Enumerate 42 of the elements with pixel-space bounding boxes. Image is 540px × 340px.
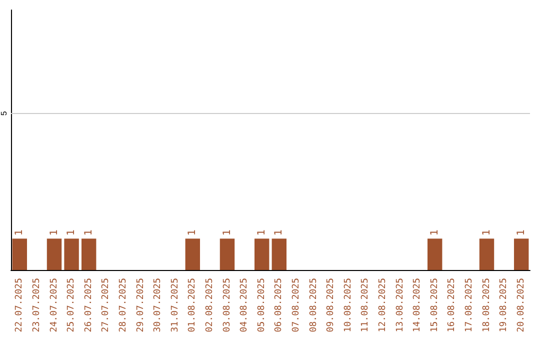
data-label: 1 bbox=[14, 229, 26, 236]
data-label: 1 bbox=[481, 229, 492, 236]
x-tick-label: 14.08.2025 bbox=[412, 278, 423, 332]
x-tick-label: 18.08.2025 bbox=[482, 278, 492, 332]
x-tick-label: 10.08.2025 bbox=[343, 278, 354, 332]
x-tick-label: 26.07.2025 bbox=[84, 278, 94, 332]
data-label: 1 bbox=[516, 229, 527, 236]
y-tick-label: 5 bbox=[0, 110, 8, 116]
x-tick-label: 06.08.2025 bbox=[274, 278, 284, 332]
data-label: 1 bbox=[48, 229, 60, 236]
data-label: 1 bbox=[187, 229, 198, 236]
x-tick-label: 20.08.2025 bbox=[516, 278, 526, 332]
x-tick-label: 01.08.2025 bbox=[188, 278, 198, 332]
x-tick-label: 04.08.2025 bbox=[240, 278, 250, 332]
x-tick-label: 31.07.2025 bbox=[170, 278, 180, 332]
x-tick-label: 08.08.2025 bbox=[308, 278, 319, 332]
x-tick-label: 13.08.2025 bbox=[395, 278, 406, 332]
x-tick-label: 30.07.2025 bbox=[153, 278, 164, 332]
x-tick-label: 15.08.2025 bbox=[430, 278, 440, 332]
x-tick-label: 11.08.2025 bbox=[360, 278, 371, 332]
data-label: 1 bbox=[66, 229, 78, 236]
x-tick-label: 23.07.2025 bbox=[32, 278, 42, 332]
x-tick-label: 28.07.2025 bbox=[118, 278, 128, 332]
x-tick-label: 22.07.2025 bbox=[14, 278, 25, 332]
x-tick-label: 17.08.2025 bbox=[464, 278, 474, 332]
x-tick-label: 09.08.2025 bbox=[326, 278, 336, 332]
x-tick-label: 25.07.2025 bbox=[66, 278, 77, 332]
x-tick-label: 29.07.2025 bbox=[136, 278, 146, 332]
x-tick-label: 12.08.2025 bbox=[378, 278, 388, 332]
data-label: 1 bbox=[274, 229, 285, 236]
x-tick-label: 27.07.2025 bbox=[101, 278, 112, 332]
x-tick-label: 05.08.2025 bbox=[256, 278, 267, 332]
data-label: 1 bbox=[83, 229, 94, 236]
x-tick-label: 24.07.2025 bbox=[49, 278, 60, 332]
x-tick-label: 16.08.2025 bbox=[447, 278, 458, 332]
x-tick-label: 03.08.2025 bbox=[222, 278, 232, 332]
data-label: 1 bbox=[256, 229, 268, 236]
data-label: 1 bbox=[429, 229, 440, 236]
x-tick-label: 07.08.2025 bbox=[291, 278, 302, 332]
data-label: 1 bbox=[222, 229, 233, 236]
x-tick-label: 19.08.2025 bbox=[499, 278, 510, 332]
x-tick-label: 02.08.2025 bbox=[204, 278, 215, 332]
